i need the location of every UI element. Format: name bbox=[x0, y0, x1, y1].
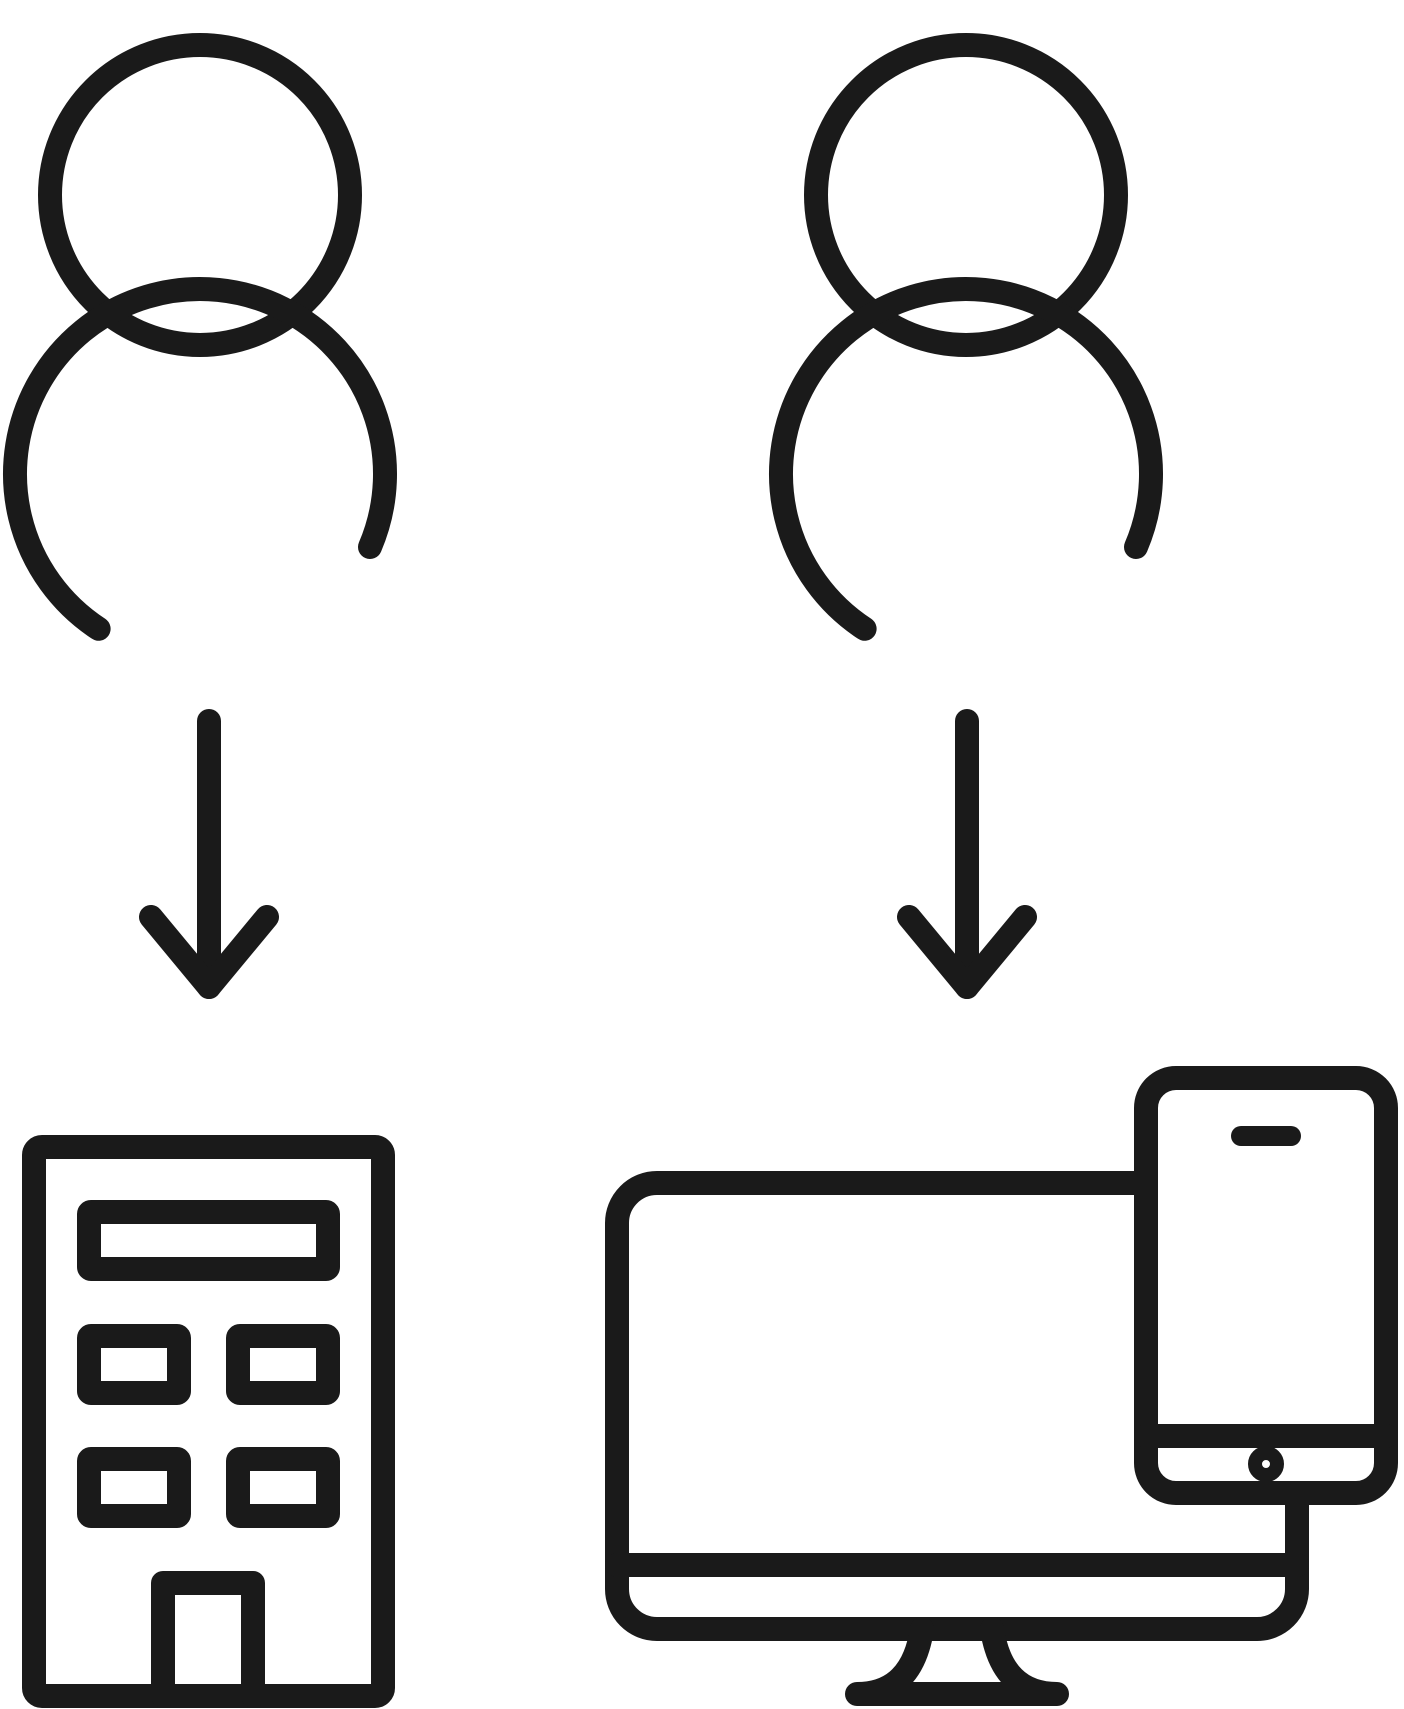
arrow-down-icon-left bbox=[151, 721, 267, 987]
devices-icon bbox=[617, 1078, 1386, 1694]
person-icon-left bbox=[15, 45, 385, 629]
diagram-canvas bbox=[0, 0, 1404, 1709]
arrow-down-icon-right bbox=[909, 721, 1025, 987]
person-icon-right bbox=[781, 45, 1151, 629]
building-icon bbox=[34, 1147, 383, 1696]
